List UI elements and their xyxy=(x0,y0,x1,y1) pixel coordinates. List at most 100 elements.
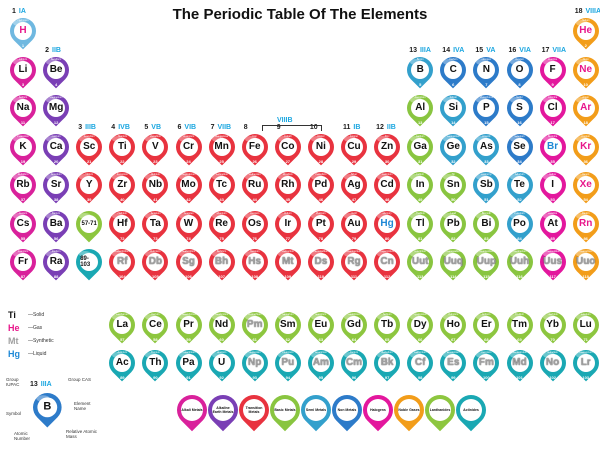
element-au[interactable]: Au 79 Gold xyxy=(335,205,373,247)
element-th[interactable]: Th 90 Thorium xyxy=(137,344,174,386)
element-b[interactable]: B 5 Boron xyxy=(401,51,439,93)
element-po[interactable]: Po 84 Polonium xyxy=(501,205,538,247)
element-i[interactable]: I 53 Iodine xyxy=(534,166,571,208)
element-ni[interactable]: Ni 28 Nickel xyxy=(302,128,340,170)
element-ge[interactable]: Ge 32 Germanium xyxy=(434,128,472,170)
element-hf[interactable]: Hf 72 Hafnium xyxy=(103,205,141,247)
element-ti[interactable]: Ti 22 Titanium xyxy=(103,128,141,170)
element-si[interactable]: Si 14 Silicon xyxy=(434,89,472,131)
element-h[interactable]: H 1 Hydrogen xyxy=(4,12,42,54)
element-er[interactable]: Er 68 Erbium xyxy=(468,306,505,348)
element-ag[interactable]: Ag 47 Silver xyxy=(335,166,373,208)
element-co[interactable]: Co 27 Cobalt xyxy=(269,128,307,170)
element-hg[interactable]: Hg 80 Mercury xyxy=(368,205,406,247)
element-kr[interactable]: Kr 36 Krypton xyxy=(567,128,600,170)
element-cs[interactable]: Cs 55 Cesium xyxy=(4,205,42,247)
element-o[interactable]: O 8 Oxygen xyxy=(501,51,538,93)
element-ca[interactable]: Ca 20 Calcium xyxy=(37,128,75,170)
element-ds[interactable]: Ds 110 Darmstadtium xyxy=(302,243,340,285)
element-li[interactable]: Li 3 Lithium xyxy=(4,51,42,93)
element-la[interactable]: La 57 Lanthanum xyxy=(103,306,141,348)
element-ir[interactable]: Ir 77 Iridium xyxy=(269,205,307,247)
element-ne[interactable]: Ne 10 Neon xyxy=(567,51,600,93)
element-zn[interactable]: Zn 30 Zinc xyxy=(368,128,406,170)
element-rn[interactable]: Rn 86 Radon xyxy=(567,205,600,247)
element-u[interactable]: U 92 Uranium xyxy=(203,344,240,386)
element-cf[interactable]: Cf 98 Californium xyxy=(401,344,439,386)
element-s[interactable]: S 16 Sulfur xyxy=(501,89,538,131)
element-pd[interactable]: Pd 46 Palladium xyxy=(302,166,340,208)
element-bk[interactable]: Bk 97 Berkelium xyxy=(368,344,406,386)
element-ho[interactable]: Ho 67 Holmium xyxy=(434,306,472,348)
element-89-103[interactable]: 89-103 xyxy=(70,243,108,285)
element-v[interactable]: V 23 Vanadium xyxy=(137,128,174,170)
element-bi[interactable]: Bi 83 Bismuth xyxy=(468,205,505,247)
element-nd[interactable]: Nd 60 Neodymium xyxy=(203,306,240,348)
element-mo[interactable]: Mo 42 Molybdenum xyxy=(170,166,207,208)
element-at[interactable]: At 85 Astatine xyxy=(534,205,571,247)
element-rb[interactable]: Rb 37 Rubidium xyxy=(4,166,42,208)
element-am[interactable]: Am 95 Americium xyxy=(302,344,340,386)
element-pt[interactable]: Pt 78 Platinum xyxy=(302,205,340,247)
element-tm[interactable]: Tm 69 Thulium xyxy=(501,306,538,348)
element-fe[interactable]: Fe 26 Iron xyxy=(236,128,274,170)
element-uuq[interactable]: Uuq 114 Ununquadium xyxy=(434,243,472,285)
element-tl[interactable]: Tl 81 Thallium xyxy=(401,205,439,247)
element-np[interactable]: Np 93 Neptunium xyxy=(236,344,274,386)
element-k[interactable]: K 19 Potassium xyxy=(4,128,42,170)
element-as[interactable]: As 33 Arsenic xyxy=(468,128,505,170)
element-yb[interactable]: Yb 70 Ytterbium xyxy=(534,306,571,348)
element-57-71[interactable]: 57-71 xyxy=(70,205,108,247)
element-y[interactable]: Y 39 Yttrium xyxy=(70,166,108,208)
element-al[interactable]: Al 13 Aluminum xyxy=(401,89,439,131)
element-pa[interactable]: Pa 91 Protactinium xyxy=(170,344,207,386)
element-nb[interactable]: Nb 41 Niobium xyxy=(137,166,174,208)
element-n[interactable]: N 7 Nitrogen xyxy=(468,51,505,93)
element-mg[interactable]: Mg 12 Magnesium xyxy=(37,89,75,131)
element-rh[interactable]: Rh 45 Rhodium xyxy=(269,166,307,208)
element-no[interactable]: No 102 Nobelium xyxy=(534,344,571,386)
element-se[interactable]: Se 34 Selenium xyxy=(501,128,538,170)
element-rg[interactable]: Rg 111 Roentgenium xyxy=(335,243,373,285)
element-ac[interactable]: Ac 89 Actinium xyxy=(103,344,141,386)
element-gd[interactable]: Gd 64 Gadolinium xyxy=(335,306,373,348)
element-lu[interactable]: Lu 71 Lutetium xyxy=(567,306,600,348)
element-te[interactable]: Te 52 Tellurium xyxy=(501,166,538,208)
element-in[interactable]: In 49 Indium xyxy=(401,166,439,208)
element-f[interactable]: F 9 Fluorine xyxy=(534,51,571,93)
element-he[interactable]: He 2 Helium xyxy=(567,12,600,54)
element-os[interactable]: Os 76 Osmium xyxy=(236,205,274,247)
element-cu[interactable]: Cu 29 Copper xyxy=(335,128,373,170)
element-sb[interactable]: Sb 51 Antimony xyxy=(468,166,505,208)
element-na[interactable]: Na 11 Sodium xyxy=(4,89,42,131)
element-ba[interactable]: Ba 56 Barium xyxy=(37,205,75,247)
element-es[interactable]: Es 99 Einsteinium xyxy=(434,344,472,386)
element-ga[interactable]: Ga 31 Gallium xyxy=(401,128,439,170)
element-pr[interactable]: Pr 59 Praseodymium xyxy=(170,306,207,348)
element-br[interactable]: Br 35 Bromine xyxy=(534,128,571,170)
element-sg[interactable]: Sg 106 Seaborgium xyxy=(170,243,207,285)
element-cl[interactable]: Cl 17 Chlorine xyxy=(534,89,571,131)
element-uuo[interactable]: Uuo 118 Ununoctium xyxy=(567,243,600,285)
element-pu[interactable]: Pu 94 Plutonium xyxy=(269,344,307,386)
element-mt[interactable]: Mt 109 Meitnerium xyxy=(269,243,307,285)
element-cn[interactable]: Cn 112 Copernicium xyxy=(368,243,406,285)
element-re[interactable]: Re 75 Rhenium xyxy=(203,205,240,247)
element-rf[interactable]: Rf 104 Rutherfordium xyxy=(103,243,141,285)
element-sn[interactable]: Sn 50 Tin xyxy=(434,166,472,208)
element-pb[interactable]: Pb 82 Lead xyxy=(434,205,472,247)
element-sm[interactable]: Sm 62 Samarium xyxy=(269,306,307,348)
element-zr[interactable]: Zr 40 Zirconium xyxy=(103,166,141,208)
element-pm[interactable]: Pm 61 Promethium xyxy=(236,306,274,348)
element-uus[interactable]: Uus 117 Ununseptium xyxy=(534,243,571,285)
element-uup[interactable]: Uup 115 Ununpentium xyxy=(468,243,505,285)
element-dy[interactable]: Dy 66 Dysprosium xyxy=(401,306,439,348)
element-lr[interactable]: Lr 103 Lawrencium xyxy=(567,344,600,386)
element-w[interactable]: W 74 Tungsten xyxy=(170,205,207,247)
element-md[interactable]: Md 101 Mendelevium xyxy=(501,344,538,386)
element-tb[interactable]: Tb 65 Terbium xyxy=(368,306,406,348)
element-eu[interactable]: Eu 63 Europium xyxy=(302,306,340,348)
element-ta[interactable]: Ta 73 Tantalum xyxy=(137,205,174,247)
element-cm[interactable]: Cm 96 Curium xyxy=(335,344,373,386)
element-cr[interactable]: Cr 24 Chromium xyxy=(170,128,207,170)
